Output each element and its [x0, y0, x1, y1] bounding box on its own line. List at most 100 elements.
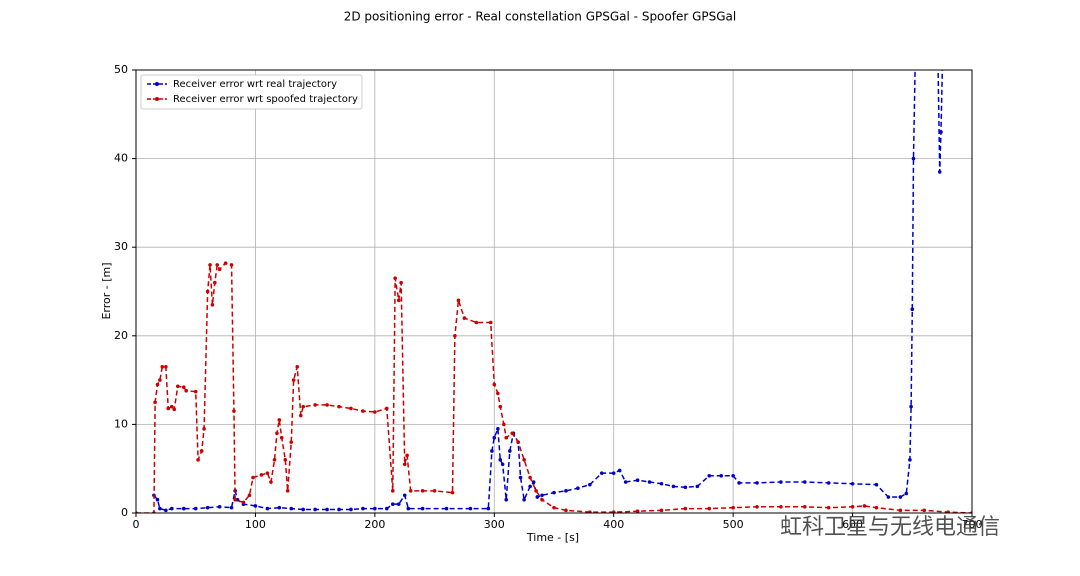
data-point [588, 510, 592, 513]
data-point [707, 473, 712, 478]
data-point [659, 481, 664, 486]
data-point [504, 497, 509, 502]
data-point [349, 507, 353, 512]
data-point [399, 280, 403, 285]
data-point [779, 480, 783, 484]
data-point [325, 507, 329, 512]
data-point [158, 506, 162, 511]
x-tick-label: 200 [364, 518, 385, 531]
data-point [277, 418, 282, 422]
data-point [277, 505, 282, 510]
plot-area [136, 70, 972, 513]
x-tick-label: 400 [603, 518, 624, 531]
data-point [803, 480, 807, 484]
data-point [269, 480, 273, 484]
data-point [647, 480, 652, 484]
data-point [229, 505, 234, 510]
data-point [874, 505, 879, 510]
grid: 0 100 200 300 400 500 600 700 0 10 20 30 40 50 [114, 63, 983, 531]
data-point [373, 506, 377, 511]
data-point [671, 484, 676, 489]
y-axis-label: Error - [m] [100, 262, 113, 319]
data-point [518, 475, 523, 480]
data-point [337, 404, 341, 409]
data-point [683, 506, 688, 511]
data-point [617, 468, 622, 473]
data-point [259, 473, 264, 477]
data-point [599, 471, 604, 475]
data-point [325, 403, 329, 407]
data-point [576, 486, 580, 490]
data-point [496, 427, 500, 431]
data-point [522, 497, 526, 502]
legend-label: Receiver error wrt spoofed trajectory [173, 94, 358, 105]
data-point [170, 506, 174, 511]
data-point [922, 508, 927, 513]
data-point [850, 481, 855, 486]
data-point [301, 507, 306, 512]
data-point [196, 458, 200, 462]
data-point [361, 409, 365, 413]
data-point [731, 473, 735, 478]
data-point [611, 510, 616, 513]
data-point [909, 404, 913, 409]
data-point [289, 506, 294, 511]
data-point [406, 506, 411, 511]
data-point [874, 482, 879, 487]
data-point [731, 505, 735, 510]
data-point [420, 506, 425, 511]
data-point [217, 267, 222, 272]
data-point [531, 480, 536, 484]
data-point [500, 462, 505, 467]
data-point [937, 170, 942, 174]
data-point [181, 506, 186, 511]
data-point [408, 489, 413, 493]
data-point [205, 505, 210, 510]
x-tick-label: 0 [133, 518, 140, 531]
plot-frame [135, 69, 973, 514]
legend-box [140, 74, 363, 110]
data-point [898, 508, 903, 513]
data-point [803, 504, 807, 509]
data-point [502, 422, 506, 427]
data-point [402, 493, 407, 498]
x-tick-label: 100 [245, 518, 266, 531]
data-point [498, 458, 503, 462]
data-point [396, 502, 401, 506]
x-tick-label: 500 [723, 518, 744, 531]
data-point [289, 440, 294, 444]
data-point [755, 481, 759, 485]
data-point [552, 490, 556, 495]
data-point [253, 504, 258, 508]
data-point [611, 471, 616, 475]
data-point [241, 500, 246, 505]
data-point [898, 495, 903, 499]
data-point [695, 484, 700, 489]
data-point [164, 508, 168, 513]
data-point [510, 431, 514, 436]
data-point [176, 384, 180, 389]
data-point [265, 471, 270, 475]
data-point [540, 493, 544, 498]
data-point [707, 506, 712, 511]
data-point [522, 458, 526, 462]
data-point [850, 504, 855, 509]
data-point [193, 389, 198, 394]
data-point [361, 506, 365, 511]
data-point [564, 508, 568, 513]
y-tick-label: 50 [114, 63, 128, 76]
data-point [373, 410, 377, 414]
data-point [456, 298, 461, 303]
data-point [208, 263, 212, 267]
data-point [453, 334, 457, 338]
data-point [166, 406, 171, 411]
data-point [534, 489, 538, 493]
data-point [210, 302, 215, 307]
data-point [683, 485, 688, 490]
data-point [564, 489, 568, 493]
data-point [635, 509, 640, 513]
data-point [172, 407, 177, 412]
data-point [291, 378, 296, 382]
data-point [313, 403, 317, 407]
